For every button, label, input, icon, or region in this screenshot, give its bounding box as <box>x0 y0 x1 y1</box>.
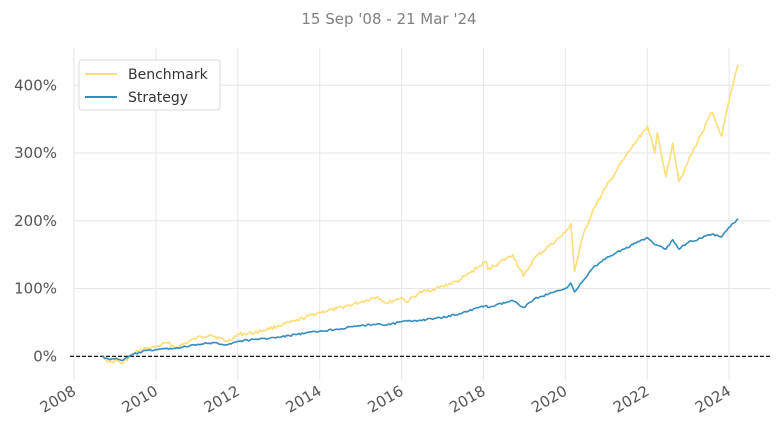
x-tick-label: 2012 <box>201 382 243 417</box>
legend-label-strategy: Strategy <box>128 90 188 106</box>
chart-title: 15 Sep '08 - 21 Mar '24 <box>301 10 476 28</box>
series-line-strategy <box>102 218 739 362</box>
series-line-benchmark <box>102 64 739 365</box>
x-tick-label: 2018 <box>446 382 488 417</box>
x-axis-ticks: 2008 2010 2012 2014 2016 2018 2020 2022 2024 <box>37 382 734 417</box>
y-tick-label: 100% <box>14 280 57 298</box>
x-tick-label: 2010 <box>119 382 161 417</box>
x-tick-label: 2014 <box>283 382 325 417</box>
series-lines <box>102 64 739 365</box>
y-tick-label: 0% <box>33 347 57 365</box>
x-tick-label: 2008 <box>37 382 79 417</box>
x-tick-label: 2016 <box>364 382 406 417</box>
y-tick-label: 300% <box>14 144 57 162</box>
legend: Benchmark Strategy <box>78 59 221 111</box>
legend-label-benchmark: Benchmark <box>128 67 209 83</box>
y-tick-label: 200% <box>14 212 57 230</box>
y-tick-label: 400% <box>14 76 57 94</box>
grid <box>73 48 770 380</box>
x-tick-label: 2020 <box>528 382 570 417</box>
x-tick-label: 2024 <box>692 382 734 417</box>
y-axis-ticks: 0% 100% 200% 300% 400% <box>14 76 57 365</box>
x-tick-label: 2022 <box>610 382 652 417</box>
